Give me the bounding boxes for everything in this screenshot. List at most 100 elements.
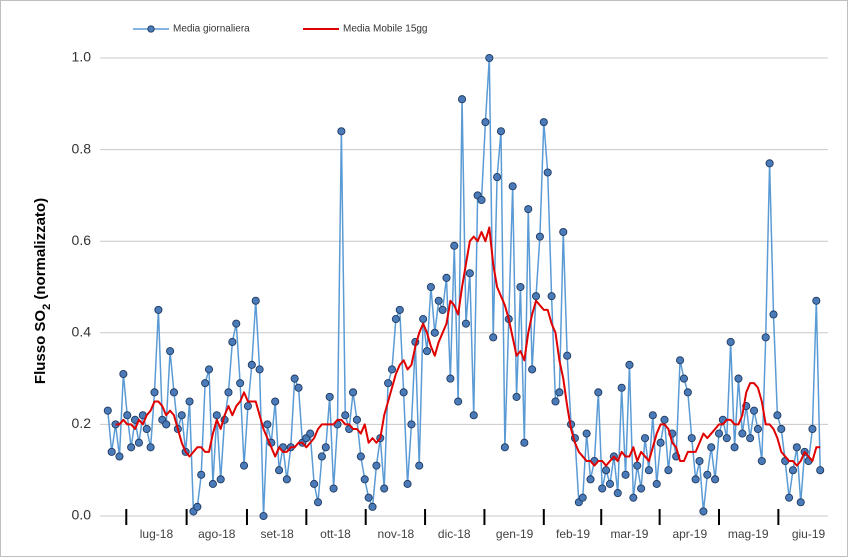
data-point [224,388,233,397]
data-point [263,420,272,429]
data-point [578,493,587,502]
data-point [387,365,397,374]
data-point [508,182,517,191]
data-point [185,397,194,406]
data-point [407,420,416,429]
data-point [313,498,323,507]
y-tick-label: 0.8 [72,140,92,156]
data-point [676,356,685,365]
data-point [310,479,319,488]
data-point [271,397,280,406]
data-point [664,466,673,475]
data-point [134,438,143,447]
data-point [216,475,225,484]
data-point [247,360,256,369]
data-point [239,461,249,470]
data-point [711,475,720,484]
data-point [434,296,443,305]
data-point [115,452,124,461]
data-point [469,411,478,420]
data-point [714,429,724,438]
data-point [625,360,634,369]
data-point [306,429,315,438]
data-point [348,388,358,397]
legend-label: Media Mobile 15gg [343,24,428,35]
data-point [707,443,716,452]
data-point [726,337,735,347]
data-point [368,502,377,511]
data-point [208,479,217,488]
data-point [656,438,665,447]
data-point [547,292,556,301]
data-point [761,333,770,342]
data-point [738,429,747,438]
data-point [228,337,237,347]
x-tick-label: ott-18 [320,527,351,541]
x-tick-label: nov-18 [378,527,415,541]
data-point [808,424,817,434]
data-point [395,305,404,314]
x-tick-label: gen-19 [496,527,534,541]
data-point [403,479,412,488]
data-point [644,466,653,475]
data-point [201,379,210,388]
data-point [524,205,533,214]
data-point [582,429,591,438]
x-tick-label: feb-19 [556,527,590,541]
y-tick-label: 0.2 [72,415,92,431]
data-point [691,475,700,484]
data-point [746,434,755,443]
legend-item: Media Mobile 15gg [303,24,428,35]
data-point [458,95,467,104]
data-point [146,443,155,452]
data-point [154,305,163,314]
data-point [197,470,206,479]
data-point [683,388,692,397]
data-point [734,374,743,383]
data-point [399,388,408,397]
data-point [166,347,175,356]
y-label-text: Flusso SO [32,310,49,385]
data-point [633,461,642,470]
data-point [629,493,638,502]
data-point [500,443,509,452]
data-point [621,470,630,479]
data-point [169,388,179,397]
data-point [236,379,245,388]
data-point [325,392,334,401]
data-point [617,383,626,392]
legend-item: Media giornaliera [133,24,250,35]
data-point [415,461,424,470]
x-tick-label: mar-19 [610,527,648,541]
data-point [512,392,521,401]
data-point [364,493,373,502]
data-point [119,369,128,379]
data-point [812,296,821,305]
data-point [317,452,326,461]
data-point [605,479,615,488]
data-point [792,443,801,452]
data-point [450,241,459,250]
x-tick-label: dic-18 [438,527,471,541]
data-point [598,484,607,493]
series-line [115,226,821,467]
data-point [426,282,435,292]
data-point [430,328,439,337]
data-point [360,475,369,484]
data-point [788,466,798,475]
data-point [586,475,595,484]
data-point [142,424,151,434]
data-point [493,173,502,182]
data-point [652,479,661,488]
data-point [563,351,572,360]
data-point [294,383,303,392]
data-point [753,424,762,434]
data-point [531,292,541,301]
y-label-subscript: 2 [41,304,53,310]
data-point [660,415,669,424]
legend-label: Media giornaliera [173,24,250,35]
data-point [528,365,537,374]
data-point [442,273,451,282]
